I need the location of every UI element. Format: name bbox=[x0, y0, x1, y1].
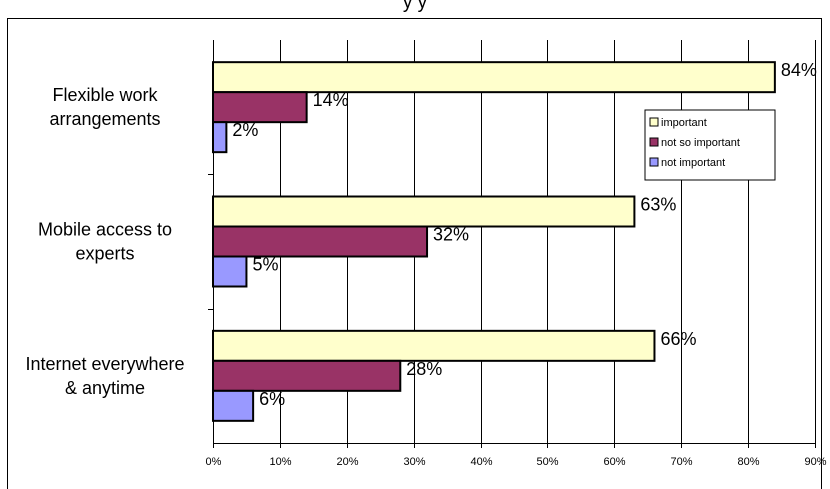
x-tick-label: 90% bbox=[804, 456, 826, 468]
x-tick-label: 70% bbox=[670, 456, 692, 468]
data-label: 66% bbox=[660, 329, 696, 349]
category-label: Internet everywhere bbox=[25, 354, 184, 374]
legend-swatch bbox=[649, 117, 659, 127]
bar bbox=[212, 389, 255, 422]
bar bbox=[212, 329, 656, 362]
data-label: 28% bbox=[406, 359, 442, 379]
data-label: 6% bbox=[259, 389, 285, 409]
category-label: Flexible work bbox=[52, 85, 158, 105]
data-label: 84% bbox=[781, 60, 817, 80]
bar bbox=[212, 255, 248, 288]
x-tick-label: 40% bbox=[470, 456, 492, 468]
chart-title-fragment: y y bbox=[402, 0, 428, 13]
legend-swatch bbox=[649, 137, 659, 147]
legend-label: important bbox=[661, 117, 707, 129]
x-tick-label: 0% bbox=[206, 456, 222, 468]
legend-label: not so important bbox=[661, 137, 740, 149]
data-label: 14% bbox=[313, 90, 349, 110]
legend-box bbox=[644, 109, 776, 181]
x-tick-label: 30% bbox=[403, 456, 425, 468]
bar bbox=[212, 61, 776, 94]
x-tick-label: 50% bbox=[536, 456, 558, 468]
category-label: Mobile access to bbox=[38, 220, 172, 240]
bar bbox=[212, 91, 308, 124]
x-tick-label: 60% bbox=[603, 456, 625, 468]
legend-swatch bbox=[649, 157, 659, 167]
data-label: 5% bbox=[252, 255, 278, 275]
bar bbox=[212, 225, 429, 258]
x-tick-label: 20% bbox=[336, 456, 358, 468]
bar bbox=[212, 359, 402, 392]
chart-frame bbox=[7, 18, 822, 489]
category-label: experts bbox=[75, 244, 134, 264]
category-label: arrangements bbox=[49, 109, 160, 129]
bar bbox=[212, 121, 228, 154]
category-label: & anytime bbox=[65, 378, 145, 398]
x-tick-label: 80% bbox=[737, 456, 759, 468]
bar bbox=[212, 195, 636, 228]
data-label: 63% bbox=[640, 195, 676, 215]
data-label: 2% bbox=[232, 120, 258, 140]
legend-label: not important bbox=[661, 157, 725, 169]
data-label: 32% bbox=[433, 225, 469, 245]
x-tick-label: 10% bbox=[269, 456, 291, 468]
